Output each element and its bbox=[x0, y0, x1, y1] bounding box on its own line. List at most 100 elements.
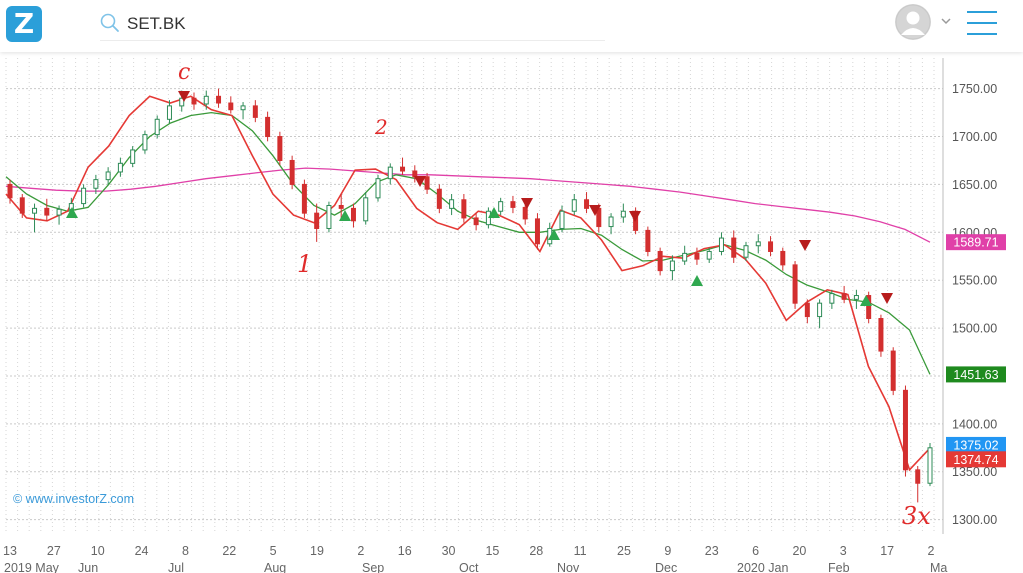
candle-body bbox=[866, 295, 872, 320]
x-tick-label-day: 16 bbox=[398, 544, 412, 558]
candle bbox=[890, 347, 896, 396]
candle-body bbox=[792, 264, 798, 304]
candle-body bbox=[240, 105, 246, 111]
candle-body bbox=[657, 250, 663, 272]
candle bbox=[117, 157, 123, 177]
candle bbox=[7, 179, 13, 204]
candle bbox=[56, 205, 62, 225]
x-tick-label-day: 20 bbox=[792, 544, 806, 558]
candle-body bbox=[731, 237, 737, 258]
candle-body bbox=[768, 241, 774, 252]
y-tick-label: 1700.00 bbox=[952, 130, 997, 144]
y-tick-label: 1400.00 bbox=[952, 417, 997, 431]
candle bbox=[510, 195, 516, 214]
candle-body bbox=[387, 166, 393, 180]
candle bbox=[927, 443, 933, 487]
candle-body bbox=[706, 250, 712, 260]
candle-body bbox=[301, 183, 307, 214]
series-line-ma200 bbox=[5, 167, 931, 243]
candle bbox=[608, 213, 614, 235]
candle-body bbox=[154, 118, 160, 136]
candle-body bbox=[93, 179, 99, 189]
x-tick-label-day: 30 bbox=[442, 544, 456, 558]
x-tick-label-month: Aug bbox=[264, 561, 286, 573]
candle bbox=[424, 172, 430, 194]
candle-body bbox=[142, 134, 148, 151]
candle-body bbox=[817, 302, 823, 318]
candle-body bbox=[755, 241, 761, 247]
user-avatar-icon[interactable] bbox=[895, 4, 931, 40]
candle bbox=[240, 102, 246, 120]
candle bbox=[669, 255, 675, 281]
x-tick-label-day: 25 bbox=[617, 544, 631, 558]
candle-body bbox=[449, 199, 455, 209]
candle bbox=[289, 155, 295, 190]
candle bbox=[326, 201, 332, 233]
candle bbox=[866, 291, 872, 324]
x-tick-label-month: Feb bbox=[828, 561, 850, 573]
candle bbox=[780, 247, 786, 271]
buy-signal-icon bbox=[488, 207, 500, 218]
candle-body bbox=[32, 207, 38, 214]
candle-body bbox=[682, 252, 688, 262]
search-input[interactable] bbox=[127, 14, 587, 34]
candle-body bbox=[878, 318, 884, 352]
candle-body bbox=[424, 176, 430, 190]
candle-body bbox=[780, 250, 786, 266]
x-tick-label-day: 27 bbox=[47, 544, 61, 558]
label-bg bbox=[946, 436, 1006, 453]
label-bg bbox=[946, 366, 1006, 383]
annotation-3x: 3x bbox=[902, 502, 931, 530]
candle-body bbox=[534, 218, 540, 245]
candle bbox=[400, 157, 406, 175]
candle bbox=[804, 299, 810, 324]
y-tick-label: 1500.00 bbox=[952, 322, 997, 336]
x-tick-label-day: 28 bbox=[529, 544, 543, 558]
x-tick-label-day: 2 bbox=[357, 544, 364, 558]
label-bg bbox=[946, 451, 1006, 468]
candle bbox=[498, 197, 504, 216]
candle-body bbox=[559, 210, 565, 229]
candle bbox=[768, 236, 774, 257]
candle-body bbox=[841, 293, 847, 300]
chevron-down-icon[interactable] bbox=[940, 16, 952, 26]
chart-candles bbox=[7, 88, 933, 503]
candle bbox=[449, 194, 455, 216]
hamburger-menu-icon[interactable] bbox=[967, 11, 997, 37]
label-bg bbox=[946, 234, 1006, 251]
candle bbox=[166, 100, 172, 124]
candle bbox=[191, 92, 197, 110]
last-value-label: 1589.71 bbox=[946, 234, 1006, 251]
buy-signal-icon bbox=[66, 207, 78, 218]
series-line-ma50 bbox=[5, 111, 931, 375]
sell-signal-icon bbox=[521, 198, 533, 209]
candle bbox=[461, 194, 467, 223]
candle bbox=[829, 289, 835, 309]
x-tick-label-day: 13 bbox=[3, 544, 17, 558]
chart-series bbox=[5, 95, 931, 472]
candle-body bbox=[363, 197, 369, 222]
x-tick-label-month: 2019 May bbox=[4, 561, 60, 573]
candle-body bbox=[314, 212, 320, 229]
app-logo[interactable]: Z bbox=[6, 6, 42, 42]
candle-body bbox=[19, 197, 25, 214]
x-tick-label-month: Jun bbox=[78, 561, 98, 573]
x-tick-label-month: Jul bbox=[168, 561, 184, 573]
candle bbox=[706, 247, 712, 263]
candle-body bbox=[902, 389, 908, 471]
buy-signal-icon bbox=[339, 210, 351, 221]
x-tick-label-month: Nov bbox=[557, 561, 580, 573]
candle-body bbox=[498, 201, 504, 212]
candle-body bbox=[608, 216, 614, 228]
last-value-label: 1451.63 bbox=[946, 366, 1006, 383]
candle-body bbox=[105, 171, 111, 181]
candle bbox=[142, 130, 148, 154]
search-bar[interactable] bbox=[100, 10, 605, 41]
price-chart[interactable]: 1300.001350.001400.001450.001500.001550.… bbox=[0, 52, 1023, 573]
y-tick-label: 1550.00 bbox=[952, 274, 997, 288]
candle bbox=[645, 226, 651, 257]
candle bbox=[473, 213, 479, 231]
candle bbox=[718, 232, 724, 256]
candle-body bbox=[669, 260, 675, 272]
x-axis: 13 27 10 24 8 22 5 19 2 16 30 15 28 11 25 9 23 6 20 3 17 2 201… bbox=[3, 544, 947, 573]
